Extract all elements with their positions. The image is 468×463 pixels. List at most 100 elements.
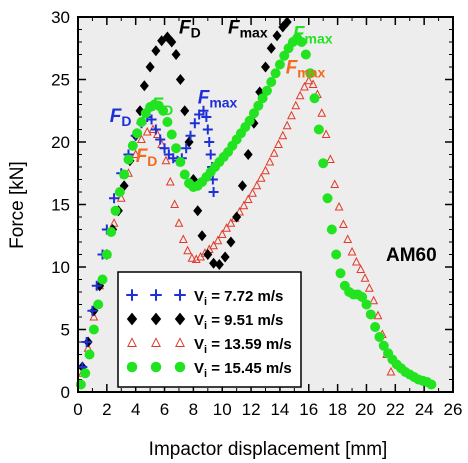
data-point bbox=[248, 108, 259, 119]
data-point bbox=[110, 205, 121, 216]
annotation-label: Fmax bbox=[293, 24, 333, 47]
data-point bbox=[127, 140, 138, 151]
data-point bbox=[119, 169, 130, 180]
data-point bbox=[183, 245, 193, 255]
legend-marker bbox=[151, 337, 161, 347]
data-point bbox=[209, 257, 219, 269]
y-tick-label: 5 bbox=[61, 321, 70, 340]
x-tick-label: 26 bbox=[444, 400, 463, 419]
data-point bbox=[360, 273, 370, 282]
data-point bbox=[326, 224, 337, 235]
legend: Vi = 7.72 m/s Vi = 9.51 m/s Vi = 13.59 m/s… bbox=[117, 271, 302, 388]
data-point bbox=[226, 236, 236, 248]
x-tick-label: 16 bbox=[299, 400, 318, 419]
data-point bbox=[237, 180, 247, 192]
data-point bbox=[243, 194, 253, 203]
data-point bbox=[142, 126, 152, 136]
data-point bbox=[279, 50, 290, 61]
data-point bbox=[369, 295, 379, 305]
data-point bbox=[257, 93, 268, 104]
data-point bbox=[89, 311, 99, 321]
data-point bbox=[178, 234, 188, 243]
legend-label: Vi = 13.59 m/s bbox=[194, 336, 292, 356]
data-point bbox=[88, 324, 99, 335]
data-point bbox=[308, 79, 318, 88]
legend-marker bbox=[126, 361, 138, 373]
data-point bbox=[161, 155, 171, 165]
legend-label: Vi = 9.51 m/s bbox=[194, 312, 283, 332]
data-point bbox=[220, 251, 230, 263]
data-point bbox=[106, 227, 117, 237]
data-point bbox=[175, 74, 185, 85]
data-point bbox=[208, 187, 219, 197]
data-point bbox=[343, 234, 353, 243]
data-point bbox=[295, 90, 305, 100]
data-point bbox=[197, 230, 207, 242]
x-tick-label: 14 bbox=[270, 400, 289, 419]
data-point bbox=[151, 45, 161, 57]
data-point bbox=[287, 110, 296, 120]
data-point bbox=[356, 264, 366, 273]
data-point bbox=[370, 322, 381, 332]
data-point bbox=[266, 42, 276, 54]
data-point bbox=[132, 128, 143, 139]
data-point bbox=[330, 179, 340, 188]
data-point bbox=[80, 368, 91, 379]
data-point bbox=[202, 124, 213, 135]
data-point bbox=[205, 149, 216, 160]
y-tick-label: 0 bbox=[61, 383, 70, 402]
data-point bbox=[93, 299, 104, 310]
y-tick-label: 15 bbox=[51, 196, 70, 215]
x-tick-label: 24 bbox=[415, 400, 434, 419]
data-point bbox=[109, 193, 120, 204]
data-point bbox=[357, 292, 368, 302]
data-point bbox=[318, 158, 329, 169]
data-point bbox=[248, 188, 257, 197]
legend-label: Vi = 15.45 m/s bbox=[194, 360, 292, 380]
plot-frame bbox=[77, 16, 454, 393]
data-point bbox=[167, 36, 177, 48]
data-point bbox=[334, 201, 344, 211]
x-axis-label: Impactor displacement [mm] bbox=[149, 439, 388, 460]
data-point bbox=[235, 206, 244, 216]
data-point bbox=[274, 139, 283, 148]
x-tick-label: 22 bbox=[386, 400, 405, 419]
data-point bbox=[243, 149, 253, 160]
data-point bbox=[193, 205, 203, 217]
data-point bbox=[222, 223, 231, 232]
annotation-label: Fmax bbox=[286, 57, 326, 80]
x-tick-label: 10 bbox=[213, 400, 232, 419]
data-point bbox=[91, 280, 102, 291]
legend-marker bbox=[150, 361, 162, 373]
data-point bbox=[201, 112, 212, 122]
data-point bbox=[322, 193, 333, 204]
data-point bbox=[272, 30, 282, 42]
data-point bbox=[365, 309, 376, 320]
data-point bbox=[374, 332, 385, 342]
series-circle bbox=[75, 33, 437, 390]
data-point bbox=[226, 218, 236, 227]
data-point bbox=[214, 259, 224, 270]
x-tick-label: 8 bbox=[189, 400, 198, 419]
data-point bbox=[253, 100, 264, 111]
annotation-label: FD bbox=[110, 106, 132, 129]
x-tick-label: 12 bbox=[242, 400, 261, 419]
data-point bbox=[347, 246, 357, 256]
y-tick-label: 25 bbox=[51, 71, 70, 90]
data-series bbox=[75, 16, 437, 390]
legend-marker bbox=[150, 289, 162, 301]
data-point bbox=[158, 105, 169, 116]
data-point bbox=[252, 180, 262, 190]
data-point bbox=[180, 105, 190, 117]
legend-marker bbox=[150, 312, 162, 326]
data-point bbox=[361, 299, 372, 310]
data-point bbox=[239, 200, 249, 210]
data-point bbox=[150, 124, 161, 135]
data-point bbox=[373, 310, 383, 320]
data-point bbox=[261, 61, 270, 73]
data-point bbox=[256, 173, 266, 182]
data-point bbox=[171, 143, 182, 154]
data-point bbox=[270, 68, 281, 79]
data-point bbox=[162, 117, 173, 127]
